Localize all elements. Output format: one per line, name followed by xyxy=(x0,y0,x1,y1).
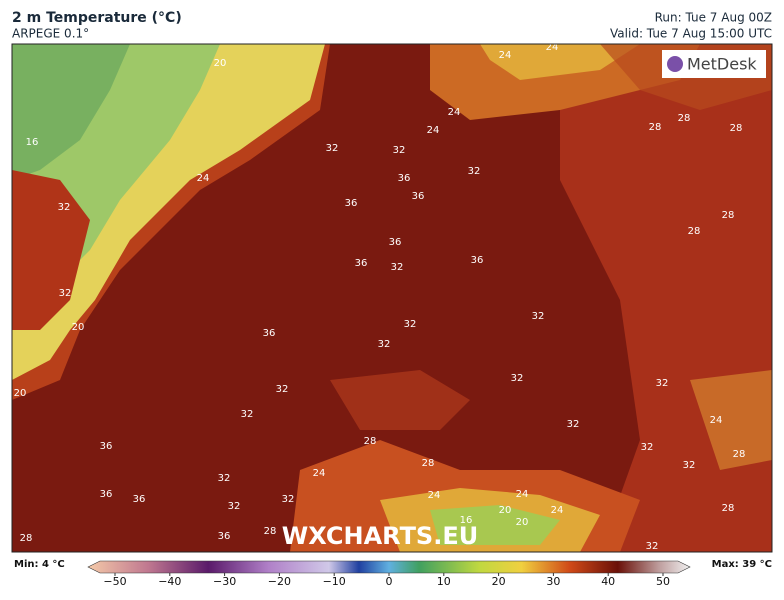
contour-label: 20 xyxy=(214,58,227,69)
contour-label: 28 xyxy=(264,526,277,537)
contour-label: 24 xyxy=(197,173,210,184)
contour-label: 36 xyxy=(471,255,484,266)
contour-label: 24 xyxy=(551,505,564,516)
contour-label: 20 xyxy=(516,517,529,528)
contour-label: 24 xyxy=(499,50,512,61)
contour-label: 24 xyxy=(427,125,440,136)
logo-text: MetDesk xyxy=(687,55,757,74)
contour-label: 20 xyxy=(72,322,85,333)
colorbar-tick-label: −20 xyxy=(268,575,291,588)
contour-label: 32 xyxy=(468,166,481,177)
map-frame xyxy=(11,43,773,553)
contour-label: 20 xyxy=(14,388,27,399)
contour-label: 28 xyxy=(678,113,691,124)
contour-label: 32 xyxy=(393,145,406,156)
run-time: Run: Tue 7 Aug 00Z xyxy=(655,11,772,25)
valid-time: Valid: Tue 7 Aug 15:00 UTC xyxy=(610,27,772,41)
contour-label: 28 xyxy=(730,123,743,134)
min-label: Min: 4 °C xyxy=(14,559,65,570)
contour-label: 36 xyxy=(412,191,425,202)
contour-label: 32 xyxy=(218,473,231,484)
contour-label: 32 xyxy=(567,419,580,430)
watermark: WXCHARTS.EU xyxy=(282,522,478,550)
max-label: Max: 39 °C xyxy=(712,559,772,570)
contour-label: 36 xyxy=(133,494,146,505)
contour-label: 28 xyxy=(422,458,435,469)
colorbar-tick-label: 50 xyxy=(656,575,670,588)
colorbar-tick-label: 40 xyxy=(601,575,615,588)
contour-label: 32 xyxy=(656,378,669,389)
contour-label: 16 xyxy=(460,515,473,526)
contour-label: 36 xyxy=(218,531,231,542)
contour-label: 24 xyxy=(516,489,529,500)
contour-label: 24 xyxy=(546,42,559,53)
contour-label: 24 xyxy=(710,415,723,426)
contour-label: 36 xyxy=(263,328,276,339)
colorbar-tick-label: 20 xyxy=(492,575,506,588)
contour-label: 32 xyxy=(326,143,339,154)
subtitle: ARPEGE 0.1° xyxy=(12,27,89,41)
contour-label: 28 xyxy=(733,449,746,460)
colorbar-tick-label: −50 xyxy=(103,575,126,588)
contour-label: 32 xyxy=(378,339,391,350)
colorbar-tick-label: −40 xyxy=(158,575,181,588)
colorbar xyxy=(87,560,691,574)
contour-label: 24 xyxy=(313,468,326,479)
contour-label: 20 xyxy=(499,505,512,516)
contour-label: 32 xyxy=(646,541,659,552)
contour-label: 28 xyxy=(364,436,377,447)
contour-label: 32 xyxy=(282,494,295,505)
contour-label: 32 xyxy=(404,319,417,330)
contour-label: 32 xyxy=(59,288,72,299)
contour-label: 28 xyxy=(649,122,662,133)
contour-label: 36 xyxy=(345,198,358,209)
contour-label: 32 xyxy=(276,384,289,395)
contour-label: 36 xyxy=(355,258,368,269)
contour-label: 36 xyxy=(100,489,113,500)
colorbar-tick-label: −30 xyxy=(213,575,236,588)
contour-label: 36 xyxy=(389,237,402,248)
contour-label: 16 xyxy=(26,137,39,148)
contour-label: 32 xyxy=(532,311,545,322)
colorbar-tick-label: 30 xyxy=(546,575,560,588)
colorbar-tick-label: −10 xyxy=(323,575,346,588)
contour-label: 32 xyxy=(683,460,696,471)
contour-label: 24 xyxy=(448,107,461,118)
contour-label: 36 xyxy=(398,173,411,184)
contour-label: 28 xyxy=(722,210,735,221)
contour-label: 32 xyxy=(511,373,524,384)
contour-label: 32 xyxy=(58,202,71,213)
contour-label: 36 xyxy=(100,441,113,452)
contour-label: 32 xyxy=(241,409,254,420)
contour-label: 32 xyxy=(228,501,241,512)
colorbar-tick-label: 10 xyxy=(437,575,451,588)
logo-icon xyxy=(667,56,683,72)
contour-label: 28 xyxy=(722,503,735,514)
contour-label: 32 xyxy=(641,442,654,453)
contour-label: 24 xyxy=(428,490,441,501)
contour-label: 28 xyxy=(20,533,33,544)
title: 2 m Temperature (°C) xyxy=(12,10,182,26)
contour-label: 32 xyxy=(391,262,404,273)
colorbar-tick-label: 0 xyxy=(386,575,393,588)
contour-label: 28 xyxy=(688,226,701,237)
